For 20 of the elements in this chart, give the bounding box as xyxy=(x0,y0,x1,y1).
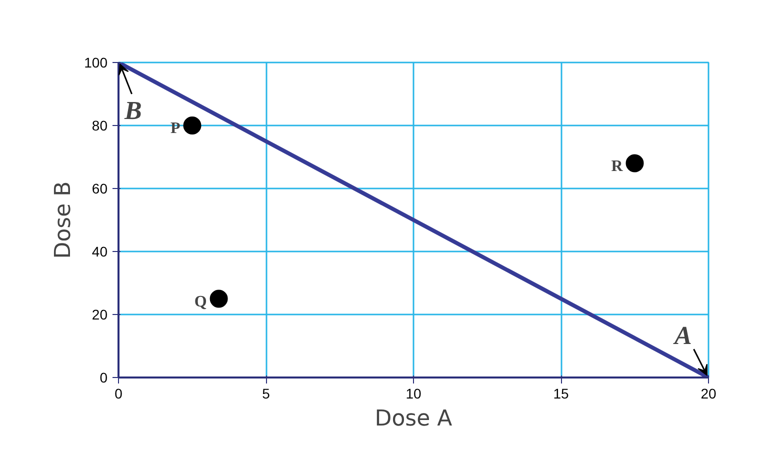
y-tick-label: 20 xyxy=(92,306,108,322)
annotation: R xyxy=(611,158,624,175)
y-axis-title: Dose B xyxy=(51,181,76,259)
x-tick-label: 10 xyxy=(406,386,422,402)
y-tick-label: 0 xyxy=(100,370,108,386)
annotation: B xyxy=(124,96,142,125)
annotation: Q xyxy=(194,293,207,310)
x-tick-label: 5 xyxy=(262,386,270,402)
y-tick-label: 60 xyxy=(92,180,108,196)
point xyxy=(626,154,644,172)
annotation: A xyxy=(672,321,692,350)
y-tick-label: 80 xyxy=(92,118,108,134)
y-tick-label: 40 xyxy=(92,244,108,260)
x-tick-label: 20 xyxy=(700,386,716,402)
point xyxy=(183,116,202,134)
y-tick-label: 100 xyxy=(84,54,108,70)
x-tick-label: 0 xyxy=(114,386,123,402)
x-tick-label: 15 xyxy=(553,386,569,402)
x-axis-title: Dose A xyxy=(374,406,452,432)
point xyxy=(210,290,228,308)
